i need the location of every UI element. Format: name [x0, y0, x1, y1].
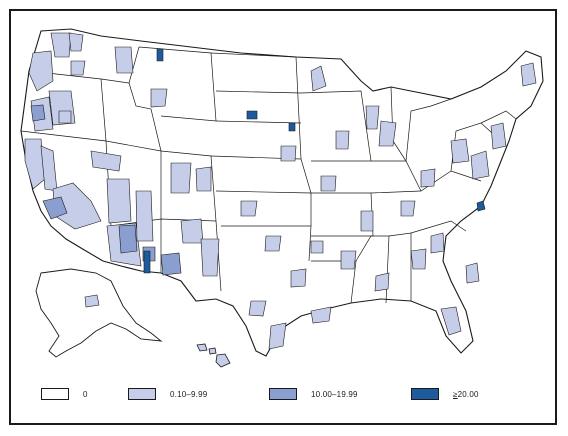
legend-swatch-1 — [128, 388, 156, 400]
hawaii — [196, 343, 231, 368]
legend-swatch-2 — [269, 388, 297, 400]
legend-label-1: 0.10–9.99 — [170, 389, 208, 399]
legend-item-1: 0.10–9.99 — [128, 384, 207, 404]
counties-high — [143, 48, 486, 274]
ge-symbol: ≥ — [453, 389, 458, 399]
counties-mid — [30, 104, 182, 276]
legend-item-0: 0 — [41, 384, 88, 404]
legend-item-3: ≥20.00 — [411, 384, 479, 404]
legend-label-3-value: 20.00 — [457, 389, 479, 399]
figure-frame: 0 0.10–9.99 10.00–19.99 ≥20.00 — [9, 9, 557, 425]
legend-label-3: ≥20.00 — [453, 390, 479, 399]
legend-label-0: 0 — [83, 389, 88, 399]
legend: 0 0.10–9.99 10.00–19.99 ≥20.00 — [11, 384, 555, 404]
legend-item-2: 10.00–19.99 — [269, 384, 358, 404]
legend-swatch-3 — [411, 388, 439, 400]
legend-swatch-0 — [41, 388, 69, 400]
counties-low — [24, 32, 537, 350]
alaska — [35, 268, 163, 358]
us-county-map — [20, 28, 544, 368]
legend-label-2: 10.00–19.99 — [311, 389, 358, 399]
